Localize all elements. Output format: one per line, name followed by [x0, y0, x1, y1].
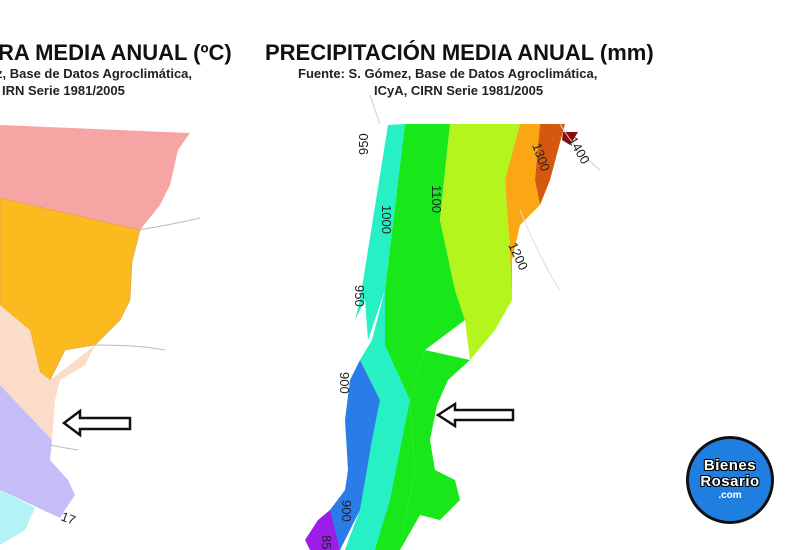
- zone-cyan: [0, 490, 35, 545]
- contour-label-850: 850: [319, 535, 334, 550]
- logo-line2: Rosario: [700, 473, 760, 490]
- contour-label-900-upper: 900: [337, 372, 352, 394]
- right-map-title: PRECIPITACIÓN MEDIA ANUAL (mm): [265, 40, 654, 65]
- logo-line3: .com: [718, 490, 742, 501]
- bienes-rosario-logo[interactable]: Bienes Rosario .com: [686, 436, 774, 524]
- left-map-source-line1: z, Base de Datos Agroclimática,: [0, 66, 193, 81]
- arrow-left-map-icon: [61, 408, 132, 438]
- logo-line1: Bienes: [703, 457, 757, 474]
- contour-label-900-lower: 900: [339, 500, 354, 522]
- left-temperature-map: 17: [0, 125, 201, 545]
- contour-label-1000: 1000: [379, 205, 394, 234]
- contour-label-1400: 1400: [565, 134, 592, 167]
- left-map-title: RA MEDIA ANUAL (ºC): [0, 40, 232, 65]
- zone-pink: [0, 125, 190, 230]
- arrow-right-map-icon: [435, 401, 515, 429]
- contour-label-950-top: 950: [356, 133, 371, 155]
- right-precipitation-map: 950 1000 1100 1300 1400 1200 950 900 900…: [305, 94, 601, 550]
- contour-label-1100: 1100: [429, 185, 444, 213]
- contour-label-950-mid: 950: [352, 285, 367, 307]
- left-map-source-line2: IRN Serie 1981/2005: [2, 83, 125, 98]
- right-map-source-line2: ICyA, CIRN Serie 1981/2005: [374, 83, 544, 98]
- contour-label-17: 17: [59, 509, 78, 528]
- right-map-source-line1: Fuente: S. Gómez, Base de Datos Agroclim…: [298, 66, 598, 81]
- zone-peach: [0, 305, 95, 440]
- zone-lavender: [0, 385, 75, 518]
